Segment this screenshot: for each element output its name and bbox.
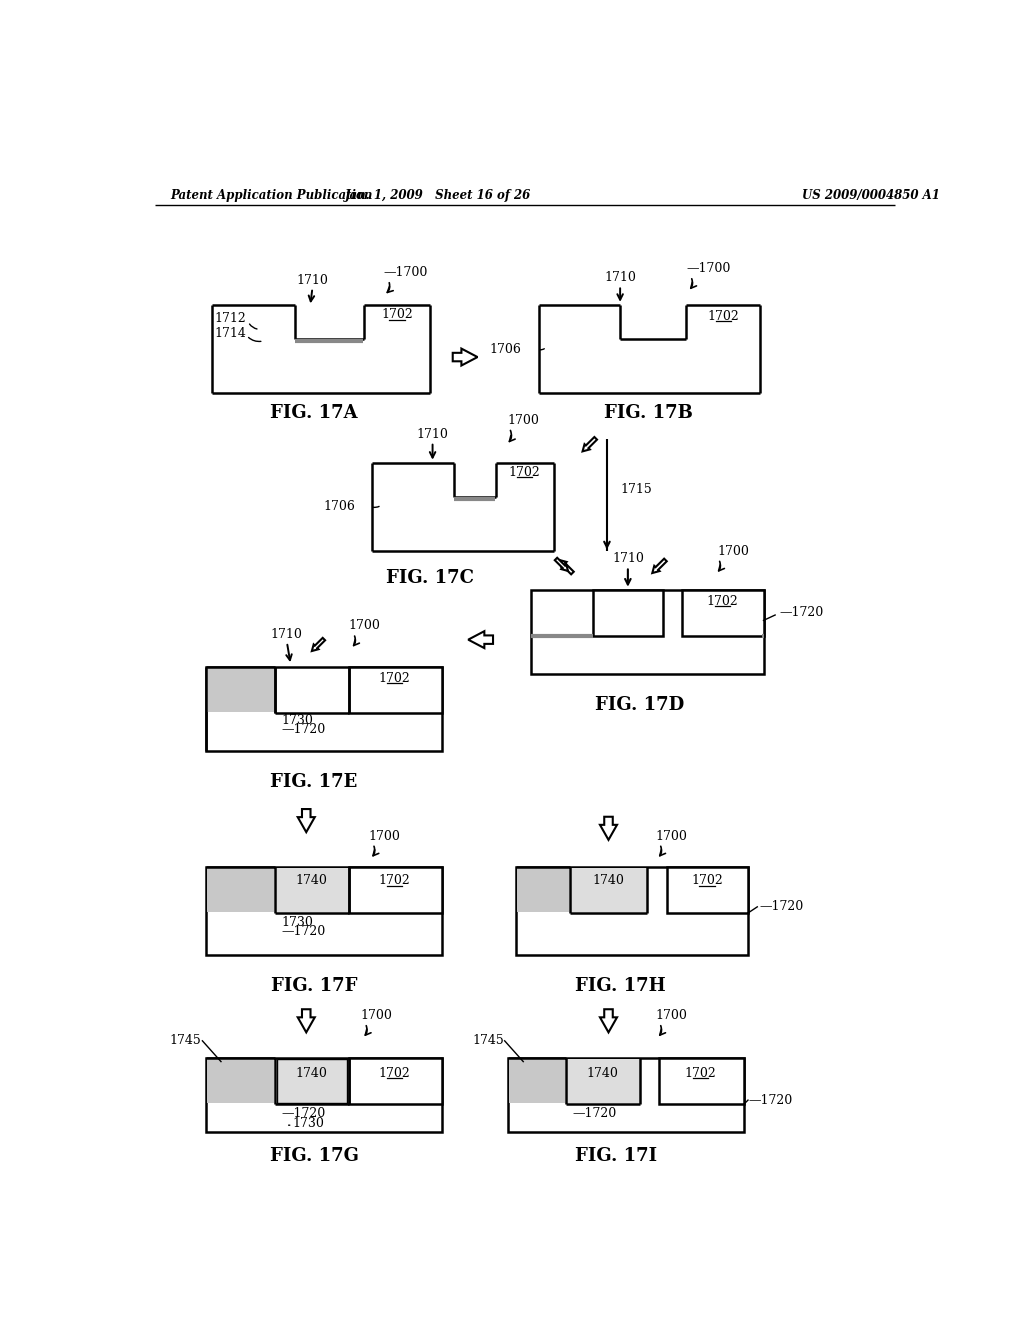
Text: 1702: 1702 xyxy=(381,308,413,321)
Text: 1710: 1710 xyxy=(612,552,644,565)
Bar xyxy=(682,590,764,636)
Bar xyxy=(275,869,349,912)
Text: —1720: —1720 xyxy=(748,1093,793,1106)
Text: 1710: 1710 xyxy=(297,273,329,286)
Text: —1720: —1720 xyxy=(282,723,326,737)
Bar xyxy=(509,1059,565,1104)
Text: 1710: 1710 xyxy=(271,628,303,640)
Text: 1700: 1700 xyxy=(655,829,687,842)
Bar xyxy=(508,1057,744,1133)
Text: FIG. 17I: FIG. 17I xyxy=(575,1147,657,1164)
Text: 1702: 1702 xyxy=(707,594,738,607)
Bar xyxy=(531,590,764,675)
Bar xyxy=(207,668,274,711)
Bar xyxy=(349,1057,442,1104)
Text: 1700: 1700 xyxy=(508,413,540,426)
Text: 1706: 1706 xyxy=(324,500,355,513)
Text: 1740: 1740 xyxy=(593,874,625,887)
Bar xyxy=(569,869,647,912)
Text: 1700: 1700 xyxy=(717,545,749,557)
Text: —1700: —1700 xyxy=(384,265,428,279)
Bar xyxy=(566,1059,640,1104)
Polygon shape xyxy=(312,638,325,651)
Text: 1702: 1702 xyxy=(379,672,411,685)
Text: 1745: 1745 xyxy=(472,1035,504,1047)
Text: 1702: 1702 xyxy=(708,310,739,323)
Text: —1720: —1720 xyxy=(779,606,823,619)
Text: 1702: 1702 xyxy=(509,466,541,479)
Polygon shape xyxy=(559,560,573,574)
Text: FIG. 17C: FIG. 17C xyxy=(386,569,474,587)
Text: Jan. 1, 2009   Sheet 16 of 26: Jan. 1, 2009 Sheet 16 of 26 xyxy=(345,189,531,202)
Text: FIG. 17D: FIG. 17D xyxy=(595,696,684,714)
Bar xyxy=(667,867,748,913)
Polygon shape xyxy=(468,631,493,648)
Bar xyxy=(658,1057,744,1104)
Text: 1700: 1700 xyxy=(369,829,400,842)
Text: FIG. 17H: FIG. 17H xyxy=(574,977,666,995)
Text: 1700: 1700 xyxy=(349,619,381,632)
Text: 1714: 1714 xyxy=(215,327,247,341)
Bar xyxy=(206,667,442,751)
Polygon shape xyxy=(298,1010,314,1032)
Text: 1740: 1740 xyxy=(296,874,328,887)
Polygon shape xyxy=(298,809,314,832)
Text: 1700: 1700 xyxy=(655,1008,687,1022)
Text: 1740: 1740 xyxy=(296,1067,328,1080)
Text: —1720: —1720 xyxy=(760,900,804,913)
Polygon shape xyxy=(652,558,667,573)
Bar xyxy=(515,867,748,956)
Polygon shape xyxy=(600,817,617,840)
Bar xyxy=(207,1059,274,1104)
Bar xyxy=(349,667,442,713)
Text: —1720: —1720 xyxy=(282,925,326,939)
Text: —1700: —1700 xyxy=(686,261,730,275)
Text: 1710: 1710 xyxy=(604,271,636,284)
Bar xyxy=(349,867,442,913)
Text: Patent Application Publication: Patent Application Publication xyxy=(171,189,373,202)
Text: —1720: —1720 xyxy=(282,1106,326,1119)
Bar xyxy=(593,590,663,636)
Text: 1702: 1702 xyxy=(379,1067,411,1080)
Bar xyxy=(517,869,569,912)
Text: 1745: 1745 xyxy=(170,1035,202,1047)
Polygon shape xyxy=(453,348,477,366)
Text: US 2009/0004850 A1: US 2009/0004850 A1 xyxy=(802,189,940,202)
Text: FIG. 17B: FIG. 17B xyxy=(604,404,693,421)
Text: 1702: 1702 xyxy=(379,874,411,887)
Bar xyxy=(276,1059,347,1104)
Bar xyxy=(207,869,274,912)
Polygon shape xyxy=(555,558,568,572)
Text: 1740: 1740 xyxy=(587,1067,618,1080)
Text: 1712: 1712 xyxy=(215,312,247,325)
Polygon shape xyxy=(583,437,597,451)
Text: 1702: 1702 xyxy=(685,1067,717,1080)
Text: 1730: 1730 xyxy=(282,714,313,727)
Text: FIG. 17G: FIG. 17G xyxy=(269,1147,358,1164)
Text: 1700: 1700 xyxy=(360,1008,392,1022)
Text: FIG. 17A: FIG. 17A xyxy=(270,404,357,421)
Text: FIG. 17F: FIG. 17F xyxy=(270,977,357,995)
Text: —1720: —1720 xyxy=(572,1106,616,1119)
Bar xyxy=(276,1059,347,1104)
Text: 1730: 1730 xyxy=(292,1118,325,1130)
Bar xyxy=(206,867,442,956)
Bar xyxy=(206,1057,442,1133)
Text: 1730: 1730 xyxy=(282,916,313,929)
Text: 1702: 1702 xyxy=(691,874,723,887)
Text: 1706: 1706 xyxy=(489,343,521,356)
Text: FIG. 17E: FIG. 17E xyxy=(270,774,357,791)
Text: 1710: 1710 xyxy=(417,428,449,441)
Polygon shape xyxy=(600,1010,617,1032)
Text: 1715: 1715 xyxy=(621,483,652,496)
